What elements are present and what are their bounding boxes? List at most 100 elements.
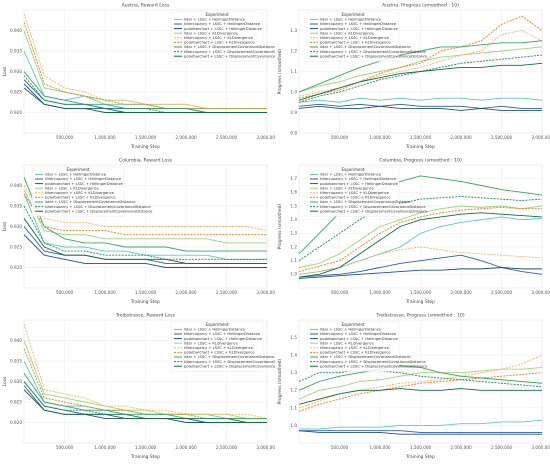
y-tick-label: 1.6 (290, 190, 297, 195)
legend-entry: tiltercuparcy + LSSC + DisplacementCovar… (184, 360, 275, 364)
y-tick-label: 0.940 (10, 338, 22, 343)
x-tick-label: 1,500,000 (135, 290, 157, 295)
series-line-8 (24, 218, 267, 264)
chart-svg-0: Austria, Reward Loss 0.920 0.925 0.930 0.935… (2, 3, 275, 151)
legend-title: Experiment (341, 167, 365, 172)
y-tick-label: 1.7 (290, 176, 297, 181)
legend-entry: lidar + LSSC + DisplacementCovarianceDis… (320, 355, 411, 359)
x-tick-label: 1,500,000 (410, 290, 432, 295)
legend-entry: tiltercuparcy + LSSC + KLDivergence (184, 36, 254, 40)
y-tick-label: 0.935 (10, 48, 22, 53)
legend-entry: lidar + LSSC + HellingerDistance (320, 18, 382, 22)
x-tick-label: 2,500,000 (216, 135, 238, 140)
chart-panel-4: Treibstrasse, Reward Loss 0.920 0.925 0.930… (0, 310, 275, 465)
legend-entry: lidar + LSSC + DisplacementCovarianceDis… (320, 45, 411, 49)
legend-entry: tiltercuparcy + LSSC + HellingerDistance (320, 332, 397, 336)
x-tick-label: 2,000,000 (175, 445, 197, 450)
legend-entry: lidar + LSSC + HellingerDistance (320, 328, 382, 332)
legend-entry: lidar + LSSC + HellingerDistance (184, 328, 246, 332)
x-tick-label: 3,000,000 (531, 445, 550, 450)
x-tick-label: 2,000,000 (175, 135, 197, 140)
legend-title: Experiment (66, 167, 90, 172)
y-tick-label: 0.920 (10, 265, 22, 270)
series-line-1 (299, 430, 542, 433)
y-axis-label: Loss (2, 66, 8, 76)
y-tick-label: 1.0 (290, 272, 297, 277)
y-tick-label: 0.925 (10, 89, 22, 94)
chart-panel-2: Columbia, Reward Loss 0.920 0.925 0.930 0.93… (0, 155, 275, 310)
legend-entry: tiltercuparcy + LSSC + KLDivergence (320, 36, 390, 40)
series-line-7 (24, 205, 267, 260)
y-tick-label: 1.2 (290, 388, 297, 393)
legend-entry: tiltercuparcy + LSSC + DisplacementCovar… (45, 205, 151, 209)
y-tick-label: 1.2 (290, 48, 297, 53)
series-line-5 (24, 193, 267, 236)
x-tick-label: 1,500,000 (135, 135, 157, 140)
x-tick-label: 1,000,000 (94, 135, 116, 140)
x-tick-label: 2,500,000 (216, 290, 238, 295)
x-tick-label: 500,000 (56, 290, 74, 295)
chart-title: Columbia, Reward Loss (119, 158, 173, 164)
y-axis-label: Progress (smoothed) (277, 203, 283, 249)
y-tick-label: 0.925 (10, 244, 22, 249)
series-line-2 (299, 267, 542, 279)
series-line-7 (24, 381, 267, 423)
y-axis-label: Loss (2, 221, 8, 231)
legend-entry: lidar + LSSC + DisplacementCovarianceDis… (184, 355, 275, 359)
legend-entry: tiltercuparcy + LSSC + HellingerDistance (184, 332, 261, 336)
y-tick-label: 0.930 (10, 379, 22, 384)
legend-entry: tiltercuparcy + LSSC + DisplacementCovar… (320, 360, 426, 364)
series-line-7 (299, 368, 542, 388)
series-line-5 (299, 372, 542, 412)
legend-entry: tiltercuparcy + LSSC + KLDivergence (184, 346, 254, 350)
series-line-8 (24, 385, 267, 423)
series-line-2 (24, 234, 267, 268)
legend-entry: lidar + LSSC + KLDivergence (184, 31, 239, 35)
legend-entry: tiltercuparcy + LSSC + DisplacementCovar… (320, 50, 426, 54)
legend-entry: tiltercuparcy + LSSC + HellingerDistance (320, 22, 397, 26)
legend-entry: polarbarchart + LSSC + HellingerDistance (320, 182, 399, 186)
x-tick-label: 2,000,000 (450, 135, 472, 140)
x-tick-label: 2,500,000 (491, 445, 513, 450)
x-tick-label: 2,000,000 (450, 445, 472, 450)
legend-entry: polarbarchart + LSSC + DisplacementCovar… (320, 54, 428, 58)
legend-entry: tiltercuparcy + LSSC + KLDivergence (320, 346, 390, 350)
y-tick-label: 1.1 (290, 69, 297, 74)
legend-entry: tiltercuparcy + LSSC + HellingerDistance (320, 177, 397, 181)
y-tick-label: 1.5 (290, 335, 297, 340)
x-tick-label: 2,500,000 (491, 290, 513, 295)
y-tick-label: 0.935 (10, 203, 22, 208)
x-axis-label: Training Step (405, 144, 435, 150)
chart-panel-0: Austria, Reward Loss 0.920 0.925 0.930 0.935… (0, 0, 275, 155)
legend-entry: tiltercuparcy + LSSC + DisplacementCovar… (320, 205, 426, 209)
x-axis-label: Training Step (405, 454, 435, 460)
series-line-8 (299, 212, 542, 278)
series-line-3 (299, 205, 542, 268)
y-tick-label: 1.0 (290, 423, 297, 428)
series-line-0 (299, 97, 542, 103)
legend-entry: lidar + LSSC + HellingerDistance (320, 173, 382, 177)
x-axis-label: Training Step (130, 299, 160, 305)
y-tick-label: 1.3 (290, 28, 297, 33)
y-tick-label: 1.1 (290, 258, 297, 263)
legend-entry: polarbarchart + LSSC + DisplacementCovar… (320, 209, 428, 213)
series-line-4 (24, 185, 267, 232)
series-line-7 (299, 195, 542, 262)
legend-entry: polarbarchart + LSSC + KLDivergence (184, 351, 255, 355)
legend-box (306, 321, 400, 372)
x-axis-label: Training Step (130, 454, 160, 460)
legend-entry: tiltercuparcy + LSSC + HellingerDistance (184, 22, 261, 26)
x-tick-label: 3,000,000 (256, 290, 275, 295)
series-line-5 (24, 22, 267, 109)
legend-entry: polarbarchart + LSSC + HellingerDistance (320, 337, 399, 341)
legend-entry: lidar + LSSC + KLDivergence (320, 186, 375, 190)
y-tick-label: 0.930 (10, 69, 22, 74)
x-tick-label: 500,000 (56, 445, 74, 450)
legend-entry: lidar + LSSC + DisplacementCovarianceDis… (320, 200, 411, 204)
x-tick-label: 500,000 (331, 135, 349, 140)
legend-entry: polarbarchart + LSSC + DisplacementCovar… (184, 364, 275, 368)
legend-entry: polarbarchart + LSSC + KLDivergence (320, 196, 391, 200)
chart-title: Treibstrasse, Reward Loss (115, 313, 176, 319)
legend-entry: tiltercuparcy + LSSC + KLDivergence (45, 191, 115, 195)
